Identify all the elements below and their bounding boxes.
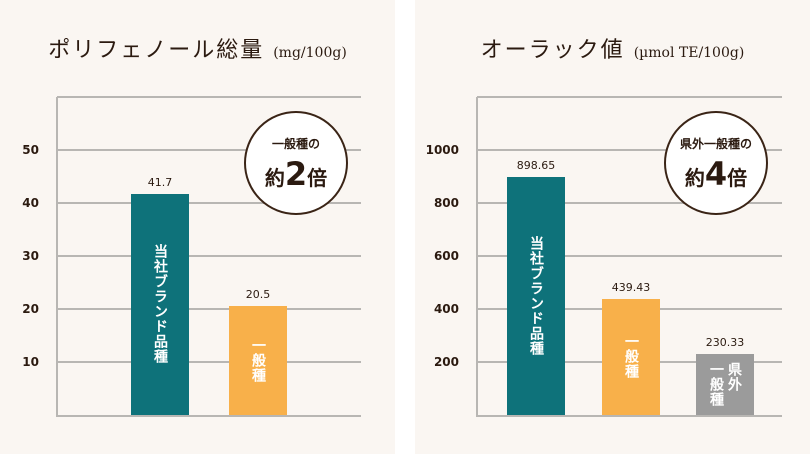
- badge-line1: 県外一般種の: [679, 137, 752, 151]
- gridline: [57, 308, 361, 310]
- bar-category-label: 一般種: [623, 334, 639, 380]
- bar-category-label: 県外 一般種: [708, 361, 742, 407]
- comparison-badge: 一般種の 約2倍: [244, 111, 348, 215]
- badge-line2: 約2倍: [264, 155, 328, 193]
- y-tick-label: 1000: [425, 143, 459, 157]
- bar: [696, 353, 754, 415]
- chart-unit: (µmol TE/100g): [633, 45, 745, 61]
- y-tick-label: 400: [433, 302, 459, 316]
- y-tick-label: 10: [22, 355, 39, 369]
- gridline: [57, 202, 361, 204]
- y-tick-label: 50: [22, 143, 39, 157]
- gridline: [57, 255, 361, 257]
- bar-category-label: 当社ブランド品種: [152, 244, 168, 365]
- orac-chart-panel: オーラック値 (µmol TE/100g) 200 400 600 800 1000 89…: [415, 0, 810, 454]
- gridline: [477, 149, 782, 151]
- badge-line2: 約4倍: [684, 155, 748, 193]
- gridline: [477, 202, 782, 204]
- bar-category-label: 当社ブランド品種: [528, 235, 544, 356]
- comparison-badge: 県外一般種の 約4倍: [664, 111, 768, 215]
- y-tick-label: 40: [22, 196, 39, 210]
- gridline: [477, 255, 782, 257]
- badge-line1: 一般種の: [271, 137, 320, 151]
- bar-value-label: 41.7: [147, 175, 173, 189]
- gridline: [57, 149, 361, 151]
- bar-value-label: 439.43: [611, 280, 651, 294]
- y-tick-label: 200: [433, 355, 459, 369]
- bar: [229, 306, 287, 415]
- bar-value-label: 20.5: [245, 288, 271, 302]
- bar-value-label: 898.65: [516, 158, 556, 172]
- x-axis: [477, 415, 782, 417]
- x-axis: [57, 415, 361, 417]
- chart-title: ポリフェノール総量 (mg/100g): [0, 32, 395, 64]
- gridline: [57, 361, 361, 363]
- bar: [507, 176, 565, 415]
- chart-unit: (mg/100g): [273, 45, 347, 61]
- gridline: [477, 96, 782, 98]
- y-tick-label: 30: [22, 249, 39, 263]
- chart-title-text: オーラック値: [480, 38, 625, 63]
- polyphenol-chart-panel: ポリフェノール総量 (mg/100g) 10 20 30 40 50 41.7 当社ブランド…: [0, 0, 395, 454]
- y-tick-label: 600: [433, 249, 459, 263]
- y-axis: [476, 97, 478, 417]
- bar: [131, 193, 189, 415]
- y-tick-label: 20: [22, 302, 39, 316]
- chart-title-text: ポリフェノール総量: [48, 38, 265, 63]
- bar-value-label: 230.33: [705, 335, 745, 349]
- y-axis: [56, 97, 58, 417]
- gridline: [57, 96, 361, 98]
- bar-category-label: 一般種: [250, 338, 266, 384]
- y-tick-label: 800: [433, 196, 459, 210]
- bar: [602, 298, 660, 415]
- chart-title: オーラック値 (µmol TE/100g): [415, 32, 810, 64]
